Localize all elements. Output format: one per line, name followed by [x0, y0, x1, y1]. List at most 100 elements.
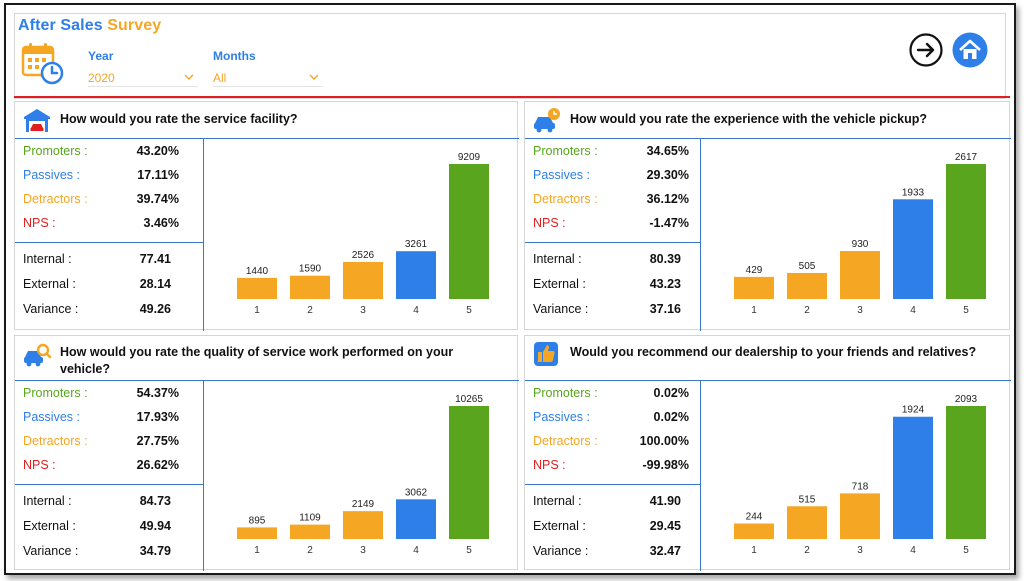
internal-value: 77.41: [139, 252, 171, 266]
bar[interactable]: [787, 272, 827, 299]
next-page-button[interactable]: [909, 33, 943, 67]
x-tick-label: 5: [466, 545, 472, 556]
x-tick-label: 3: [360, 545, 366, 556]
passives-label: Passives :: [23, 168, 80, 182]
x-tick-label: 5: [963, 545, 969, 556]
x-tick-label: 2: [804, 545, 810, 556]
internal-label: Internal :: [533, 252, 582, 266]
year-select[interactable]: 2020: [88, 69, 198, 87]
panel-title-divider: [525, 380, 1011, 381]
panel-question: How would you rate the quality of servic…: [60, 345, 454, 376]
data-label: 930: [852, 239, 869, 250]
panel-title-divider: [15, 138, 519, 139]
bar[interactable]: [290, 524, 330, 539]
months-select-value: All: [213, 71, 227, 85]
nps-label: NPS :: [533, 216, 566, 230]
survey-panel: How would you rate the quality of servic…: [14, 335, 519, 571]
x-tick-label: 4: [413, 305, 419, 316]
data-label: 9209: [458, 152, 481, 163]
bar[interactable]: [893, 199, 933, 299]
bar[interactable]: [290, 275, 330, 299]
bar[interactable]: [396, 499, 436, 539]
x-tick-label: 3: [857, 545, 863, 556]
survey-panel: Would you recommend our dealership to yo…: [524, 335, 1011, 571]
passives-label: Passives :: [23, 410, 80, 424]
x-tick-label: 1: [751, 545, 757, 556]
data-label: 1590: [299, 264, 322, 275]
panel-title-divider: [15, 380, 519, 381]
promoters-value: 54.37%: [136, 386, 179, 400]
bar[interactable]: [449, 406, 489, 539]
promoters-label: Promoters :: [533, 144, 598, 158]
passives-value: 17.11%: [137, 168, 179, 182]
bar[interactable]: [734, 276, 774, 299]
variance-label: Variance :: [23, 544, 79, 558]
internal-value: 41.90: [649, 494, 681, 508]
bar[interactable]: [840, 493, 880, 539]
data-label: 1924: [902, 405, 925, 416]
garage-icon: [23, 107, 51, 133]
x-tick-label: 1: [254, 545, 260, 556]
dashboard-frame: After Sales Survey Year 2020 Months All …: [4, 3, 1016, 575]
bar-chart: 244 1 515 2 718 3 1924 4 2093 5: [734, 394, 986, 556]
nps-label: NPS :: [23, 458, 56, 472]
passives-label: Passives :: [533, 410, 590, 424]
title-part-a: After Sales: [18, 17, 103, 34]
external-label: External :: [23, 277, 76, 291]
header-divider: [14, 96, 1010, 98]
bar[interactable]: [946, 406, 986, 539]
bar-chart: 429 1 505 2 930 3 1933 4 2617 5: [734, 152, 986, 316]
header-bar: [14, 13, 1006, 99]
stats-divider: [15, 242, 203, 243]
x-tick-label: 5: [466, 305, 472, 316]
external-label: External :: [533, 277, 586, 291]
car-search-icon: [23, 341, 52, 367]
x-tick-label: 4: [413, 545, 419, 556]
x-tick-label: 3: [360, 305, 366, 316]
internal-label: Internal :: [533, 494, 582, 508]
home-button[interactable]: [952, 32, 988, 68]
external-value: 49.94: [139, 519, 171, 533]
x-tick-label: 1: [254, 305, 260, 316]
variance-value: 32.47: [649, 544, 681, 558]
bar[interactable]: [343, 261, 383, 299]
survey-panel: How would you rate the experience with t…: [524, 101, 1011, 331]
variance-value: 34.79: [139, 544, 171, 558]
bar[interactable]: [840, 251, 880, 299]
detractors-value: 39.74%: [136, 192, 179, 206]
variance-value: 37.16: [649, 302, 681, 316]
data-label: 2617: [955, 152, 978, 163]
chevron-down-icon: [184, 74, 194, 80]
x-tick-label: 2: [307, 545, 313, 556]
data-label: 10265: [455, 394, 483, 405]
bar[interactable]: [787, 506, 827, 539]
title-part-b: Survey: [107, 17, 162, 34]
bar[interactable]: [893, 416, 933, 539]
thumbs-up-icon: [533, 341, 561, 367]
internal-value: 80.39: [649, 252, 681, 266]
panel-question: How would you rate the experience with t…: [570, 112, 928, 126]
calendar-clock-icon: [21, 43, 64, 85]
months-select[interactable]: All: [213, 69, 323, 87]
data-label: 244: [746, 511, 763, 522]
bar[interactable]: [343, 511, 383, 539]
stats-divider: [15, 484, 203, 485]
bar[interactable]: [237, 277, 277, 299]
stats-divider: [525, 242, 700, 243]
bar[interactable]: [237, 527, 277, 539]
external-label: External :: [533, 519, 586, 533]
panel-question: How would you rate the service facility?: [60, 112, 298, 126]
bar[interactable]: [449, 164, 489, 299]
variance-label: Variance :: [533, 544, 589, 558]
detractors-value: 36.12%: [646, 192, 689, 206]
chevron-down-icon: [309, 74, 319, 80]
nps-label: NPS :: [23, 216, 56, 230]
promoters-value: 43.20%: [136, 144, 179, 158]
bar[interactable]: [946, 164, 986, 299]
promoters-value: 34.65%: [646, 144, 689, 158]
bar[interactable]: [396, 251, 436, 299]
x-tick-label: 4: [910, 545, 916, 556]
passives-value: 29.30%: [646, 168, 689, 182]
bar[interactable]: [734, 523, 774, 539]
passives-value: 0.02%: [653, 410, 689, 424]
